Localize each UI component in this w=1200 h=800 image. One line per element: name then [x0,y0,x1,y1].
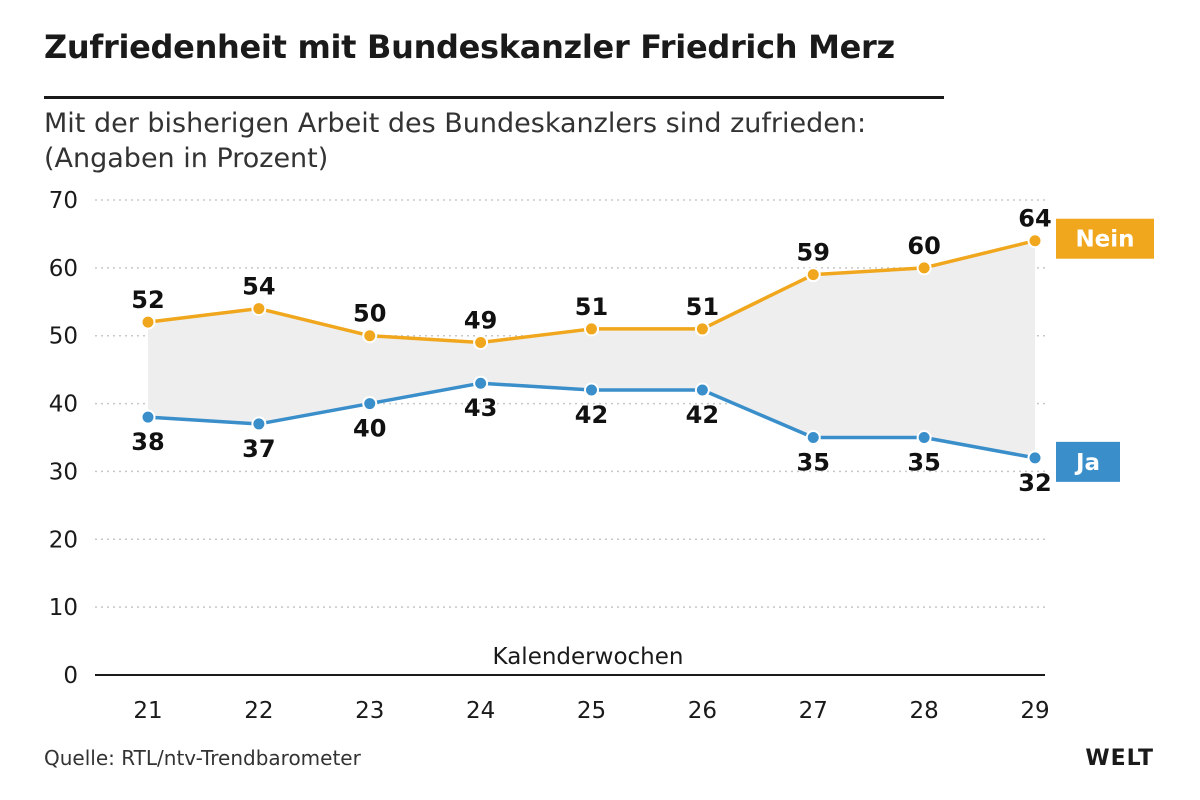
data-label-nein: 60 [907,232,940,260]
data-point-nein [140,314,156,330]
data-point-nein [805,267,821,283]
data-label-nein: 50 [353,300,386,328]
data-point-ja [140,409,156,425]
x-tick-label: 25 [577,698,606,724]
data-point-nein [916,260,932,276]
legend-tag-nein: Nein [1056,218,1154,259]
chart-title: Zufriedenheit mit Bundeskanzler Friedric… [44,28,895,66]
x-tick-label: 27 [799,698,828,724]
data-point-nein [584,321,599,337]
y-tick-label: 60 [49,256,78,282]
data-label-nein: 64 [1018,205,1051,233]
legend-tag-label-ja: Ja [1074,450,1100,476]
legend-tag-label-nein: Nein [1075,227,1134,253]
data-label-ja: 40 [353,415,386,443]
x-tick-label: 23 [355,698,384,724]
legend-tag-box-ja [1056,441,1120,482]
y-tick-label: 10 [49,595,78,621]
y-tick-label: 20 [49,527,78,553]
data-label-nein: 54 [242,273,275,301]
data-label-nein: 52 [131,286,164,314]
source-note: Quelle: RTL/ntv-Trendbarometer [44,746,361,770]
welt-logo: WELT [1085,746,1154,771]
data-label-ja: 38 [131,428,164,456]
y-tick-label: 0 [63,663,78,689]
x-tick-label: 28 [909,698,938,724]
y-tick-label: 50 [49,324,78,350]
data-label-nein: 51 [575,293,608,321]
data-label-ja: 43 [464,394,497,422]
data-point-ja [473,375,489,391]
x-tick-label: 24 [466,698,495,724]
data-point-ja [916,430,932,445]
data-point-ja [584,382,599,398]
y-tick-label: 70 [49,188,78,214]
data-point-ja [362,396,378,412]
y-tick-label: 40 [49,392,78,418]
data-label-nein: 49 [464,307,497,335]
legend-tag-box-nein [1056,218,1154,259]
subtitle-line-1: Mit der bisherigen Arbeit des Bundeskanz… [44,108,867,139]
title-underline [44,96,944,99]
data-label-ja: 42 [575,401,608,429]
x-tick-label: 22 [244,698,273,724]
x-axis-title: Kalenderwochen [493,644,684,670]
data-label-ja: 42 [686,401,719,429]
y-tick-label: 30 [49,459,78,485]
data-point-nein [473,335,489,350]
data-point-ja [1027,450,1043,466]
data-label-nein: 51 [686,293,719,321]
data-label-ja: 35 [797,449,830,477]
data-point-nein [694,321,710,337]
data-point-ja [694,382,710,398]
x-tick-label: 26 [688,698,717,724]
data-label-nein: 59 [797,239,830,267]
x-tick-label: 29 [1020,698,1049,724]
data-label-ja: 37 [242,435,275,463]
data-point-nein [251,301,267,317]
data-label-ja: 32 [1018,469,1051,497]
data-point-ja [251,416,267,432]
data-label-ja: 35 [907,449,940,477]
subtitle-line-2: (Angaben in Prozent) [44,143,329,174]
x-tick-label: 21 [133,698,162,724]
data-point-nein [362,328,378,344]
data-point-nein [1027,233,1043,249]
data-point-ja [805,430,821,445]
legend-tag-ja: Ja [1056,441,1120,482]
chart-subtitle: Mit der bisherigen Arbeit des Bundeskanz… [44,106,866,176]
